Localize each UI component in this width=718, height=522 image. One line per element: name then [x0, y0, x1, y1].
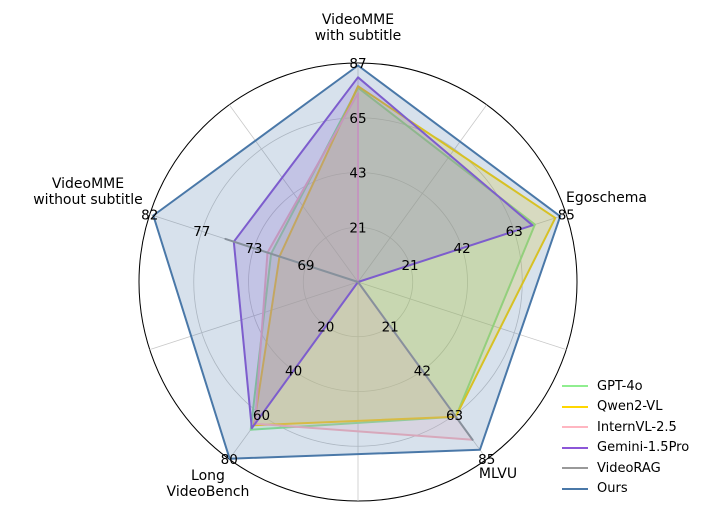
series-qwen2-vl [252, 85, 557, 427]
axis-label: Egoschema [566, 190, 647, 206]
tick-label: 42 [454, 241, 471, 257]
legend-item: VideoRAG [562, 458, 712, 479]
grid-spoke [149, 281, 359, 351]
grid-spoke [228, 104, 359, 283]
axis-label: Long VideoBench [167, 468, 250, 500]
tick-label: 60 [253, 408, 270, 424]
axis-label: VideoMME without subtitle [33, 176, 143, 208]
legend-label: Ours [597, 481, 628, 497]
legend-item: Gemini-1.5Pro [562, 438, 712, 459]
legend-swatch [562, 405, 588, 408]
tick-label: 85 [478, 452, 495, 468]
series-ours [152, 64, 562, 460]
legend-swatch [562, 385, 588, 388]
series-videorag [224, 237, 474, 441]
axis-label: VideoMME with subtitle [315, 12, 402, 44]
tick-label: 85 [558, 207, 575, 223]
tick-label: 40 [285, 364, 302, 380]
tick-label: 20 [317, 319, 334, 335]
legend-item: Ours [562, 479, 712, 500]
legend-swatch [562, 426, 588, 429]
legend-label: Qwen2-VL [597, 399, 663, 415]
legend-item: InternVL-2.5 [562, 417, 712, 438]
grid-spoke [357, 281, 567, 351]
radar-tick-labels: 21 43 65 87 21 42 63 85 21 42 63 85 20 40 60 80 69 73 77 82 [141, 56, 575, 468]
legend-item: GPT-4o [562, 376, 712, 397]
tick-label: 21 [349, 220, 366, 236]
tick-label: 82 [141, 207, 158, 223]
chart-legend: GPT-4o Qwen2-VL InternVL-2.5 Gemini-1.5Pro V… [562, 376, 712, 499]
legend-item: Qwen2-VL [562, 397, 712, 418]
radar-axis-labels: VideoMME with subtitle Egoschema MLVU Long Vi… [33, 12, 647, 500]
grid-spoke [357, 104, 488, 283]
tick-label: 80 [221, 452, 238, 468]
legend-swatch [562, 487, 588, 490]
tick-label: 63 [446, 408, 463, 424]
tick-label: 63 [506, 224, 523, 240]
tick-label: 69 [297, 258, 314, 274]
tick-label: 77 [193, 224, 210, 240]
legend-label: VideoRAG [597, 460, 661, 476]
series-internvl-2-5 [254, 92, 474, 441]
tick-label: 65 [349, 111, 366, 127]
radar-series [152, 64, 562, 460]
series-gemini-1-5pro [232, 76, 534, 430]
tick-label: 87 [349, 56, 366, 72]
legend-swatch [562, 446, 588, 449]
axis-label: MLVU [479, 466, 517, 482]
legend-swatch [562, 467, 588, 470]
legend-label: InternVL-2.5 [597, 419, 677, 435]
tick-label: 21 [401, 258, 418, 274]
legend-label: GPT-4o [597, 378, 643, 394]
legend-label: Gemini-1.5Pro [597, 440, 690, 456]
tick-label: 73 [245, 241, 262, 257]
tick-label: 42 [414, 364, 431, 380]
tick-label: 21 [382, 319, 399, 335]
tick-label: 43 [349, 166, 366, 182]
